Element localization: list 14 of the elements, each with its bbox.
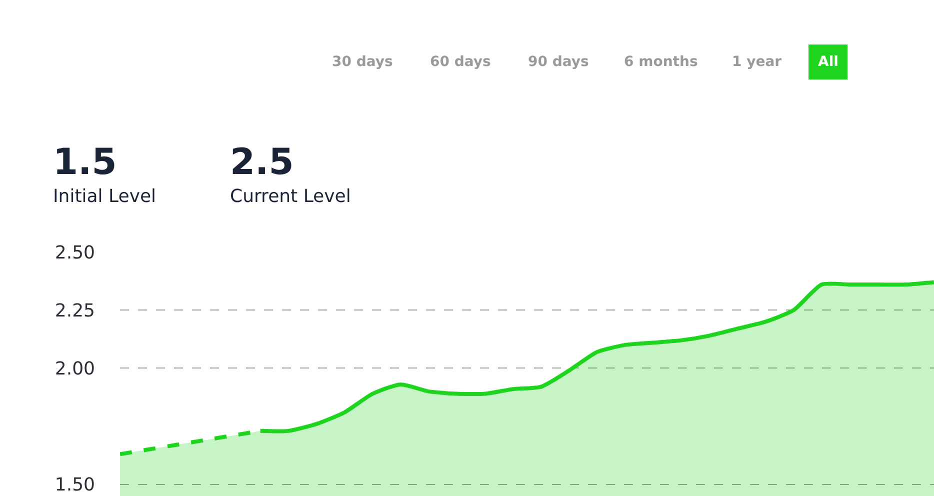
text: 60 days [430, 54, 491, 70]
text: Initial Level [53, 186, 156, 207]
text: 2.5 [230, 142, 294, 183]
y-tick-label: 2.25 [54, 300, 95, 322]
text: 90 days [528, 54, 589, 70]
y-tick-label: 2.50 [54, 242, 95, 264]
text: 6 months [624, 54, 698, 70]
text: 30 days [332, 54, 393, 70]
y-tick-label: 2.00 [54, 358, 95, 380]
text: All [818, 54, 838, 70]
text: 1 year [732, 54, 782, 70]
text: 1.5 [53, 142, 117, 183]
y-tick-label: 1.50 [54, 474, 95, 496]
text: Current Level [230, 186, 351, 207]
